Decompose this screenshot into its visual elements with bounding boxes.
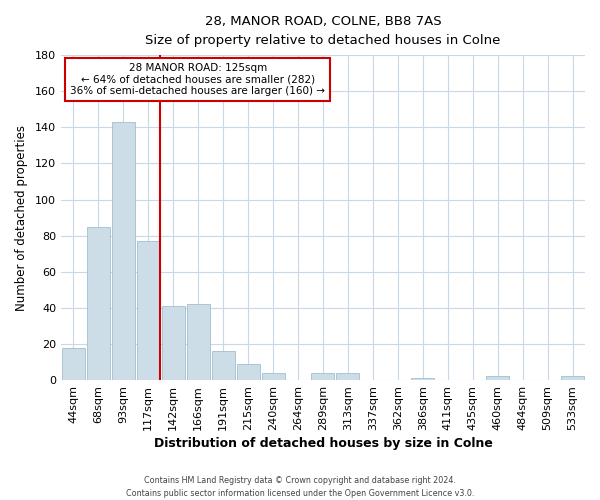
Bar	[412, 378, 434, 380]
Bar	[112, 122, 135, 380]
Bar	[486, 376, 509, 380]
Text: Contains HM Land Registry data © Crown copyright and database right 2024.
Contai: Contains HM Land Registry data © Crown c…	[126, 476, 474, 498]
X-axis label: Distribution of detached houses by size in Colne: Distribution of detached houses by size …	[154, 437, 493, 450]
Bar	[87, 226, 110, 380]
Bar	[311, 373, 334, 380]
Bar	[137, 241, 160, 380]
Bar	[337, 373, 359, 380]
Y-axis label: Number of detached properties: Number of detached properties	[15, 124, 28, 310]
Bar	[262, 373, 284, 380]
Text: 28 MANOR ROAD: 125sqm
← 64% of detached houses are smaller (282)
36% of semi-det: 28 MANOR ROAD: 125sqm ← 64% of detached …	[70, 63, 325, 96]
Bar	[561, 376, 584, 380]
Bar	[212, 351, 235, 380]
Title: 28, MANOR ROAD, COLNE, BB8 7AS
Size of property relative to detached houses in C: 28, MANOR ROAD, COLNE, BB8 7AS Size of p…	[145, 15, 500, 47]
Bar	[62, 348, 85, 380]
Bar	[162, 306, 185, 380]
Bar	[236, 364, 260, 380]
Bar	[187, 304, 209, 380]
